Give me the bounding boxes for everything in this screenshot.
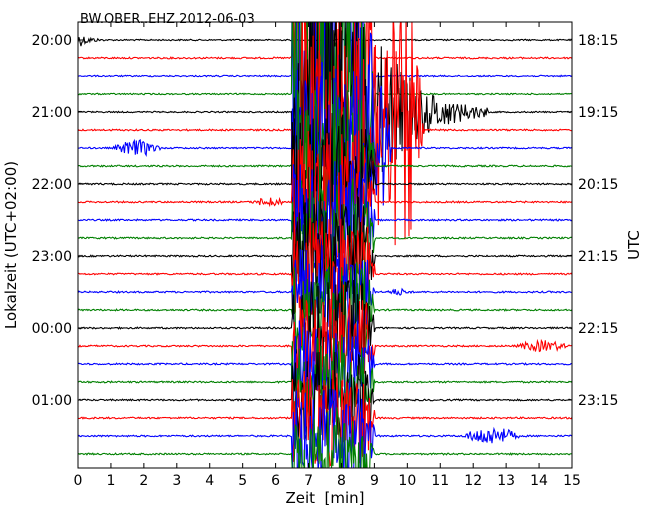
y-tick-label-right: 21:15 xyxy=(578,249,618,265)
x-tick-label: 1 xyxy=(106,473,115,489)
x-tick-label: 10 xyxy=(398,473,416,489)
x-tick-label: 11 xyxy=(431,473,449,489)
x-tick-label: 6 xyxy=(271,473,280,489)
x-tick-label: 3 xyxy=(172,473,181,489)
y-tick-label-left: 21:00 xyxy=(32,105,72,121)
plot-frame xyxy=(77,21,573,469)
x-tick-label: 0 xyxy=(74,473,83,489)
seismic-trace xyxy=(78,352,572,446)
seismic-trace xyxy=(78,407,572,468)
y-tick-label-right: 19:15 xyxy=(578,105,618,121)
y-tick-label-left: 01:00 xyxy=(32,393,72,409)
y-axis-left: 20:00 21:00 22:00 23:00 00:00 01:00 xyxy=(32,33,83,409)
x-axis-label: Zeit [min] xyxy=(285,489,364,507)
y-tick-label-right: 23:15 xyxy=(578,393,618,409)
seismic-trace xyxy=(78,262,572,358)
x-tick-label: 2 xyxy=(139,473,148,489)
y-tick-label-left: 23:00 xyxy=(32,249,72,265)
seismic-trace xyxy=(78,113,572,256)
y-tick-label-left: 22:00 xyxy=(32,177,72,193)
seismic-trace xyxy=(78,298,572,394)
x-tick-label: 15 xyxy=(563,473,581,489)
y-axis-right: 18:15 19:15 20:15 21:15 22:15 23:15 xyxy=(567,33,618,409)
y-tick-label-left: 00:00 xyxy=(32,321,72,337)
y-axis-label-left: Lokalzeit (UTC+02:00) xyxy=(2,161,20,329)
y-tick-label-right: 18:15 xyxy=(578,33,618,49)
x-tick-label: 5 xyxy=(238,473,247,489)
seismic-trace xyxy=(78,388,572,468)
y-tick-label-left: 20:00 xyxy=(32,33,72,49)
seismic-trace xyxy=(78,370,572,468)
y-axis-label-right: UTC xyxy=(625,230,643,260)
x-tick-label: 12 xyxy=(464,473,482,489)
x-axis: 0 1 2 3 4 5 6 7 8 9 10 11 12 13 14 15 xyxy=(74,22,581,489)
trace-group xyxy=(78,22,572,468)
x-tick-label: 14 xyxy=(530,473,548,489)
seismic-trace xyxy=(78,64,572,232)
x-tick-label: 13 xyxy=(497,473,515,489)
y-tick-label-right: 22:15 xyxy=(578,321,618,337)
x-tick-label: 7 xyxy=(304,473,313,489)
y-tick-label-right: 20:15 xyxy=(578,177,618,193)
x-tick-label: 9 xyxy=(370,473,379,489)
seismic-trace xyxy=(78,82,572,247)
seismic-trace xyxy=(78,178,572,297)
x-tick-label: 8 xyxy=(337,473,346,489)
chart-title: BW.OBER..EHZ 2012-06-03 xyxy=(80,12,255,27)
x-tick-label: 4 xyxy=(205,473,214,489)
